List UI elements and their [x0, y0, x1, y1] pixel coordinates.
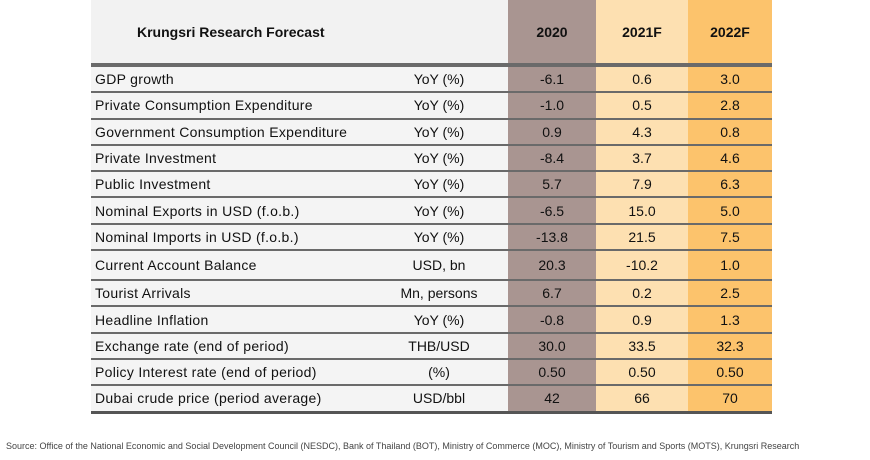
value-2022f: 4.6 [688, 145, 772, 171]
value-2020: 0.50 [508, 359, 596, 385]
table-header: Krungsri Research Forecast 2020 2021F 20… [91, 0, 772, 67]
value-2020: -1.0 [508, 93, 596, 118]
table-title: Krungsri Research Forecast [137, 23, 325, 40]
row-label: Dubai crude price (period average) [95, 390, 322, 407]
value-2021f: 0.6 [596, 67, 688, 92]
row-unit: Mn, persons [400, 285, 478, 302]
value-2021f: -10.2 [596, 251, 688, 280]
row-unit: YoY (%) [413, 202, 465, 219]
value-2022f: 1.3 [688, 307, 772, 332]
value-2022f: 0.50 [688, 359, 772, 385]
table-row: Nominal Imports in USD (f.o.b.) YoY (%) -1… [91, 224, 772, 252]
value-2020: 0.9 [508, 119, 596, 144]
value-2022f: 3.0 [688, 67, 772, 92]
row-label: Headline Inflation [95, 311, 209, 328]
table-row: Current Account Balance USD, bn 20.3 -10.2 1… [91, 251, 772, 282]
table-row: Headline Inflation YoY (%) -0.8 0.9 1.3 [91, 307, 772, 334]
value-2022f: 1.0 [688, 251, 772, 280]
value-2020: 6.7 [508, 281, 596, 306]
source-note: Source: Office of the National Economic … [6, 441, 800, 451]
value-2022f: 0.8 [688, 119, 772, 144]
row-label: Tourist Arrivals [95, 285, 191, 302]
value-2020: -8.4 [508, 145, 596, 171]
year-header-2020: 2020 [508, 0, 596, 63]
table-row: Nominal Exports in USD (f.o.b.) YoY (%) -6… [91, 198, 772, 225]
row-label: Current Account Balance [95, 257, 257, 274]
row-label: Policy Interest rate (end of period) [95, 364, 317, 381]
row-label: Private Investment [95, 150, 217, 167]
row-unit: YoY (%) [413, 176, 465, 193]
row-label: Public Investment [95, 176, 211, 193]
row-label: GDP growth [95, 71, 174, 88]
table-row: Tourist Arrivals Mn, persons 6.7 0.2 2.5 [91, 281, 772, 308]
table-row: Public Investment YoY (%) 5.7 7.9 6.3 [91, 172, 772, 199]
value-2020: 20.3 [508, 251, 596, 280]
table-row: GDP growth YoY (%) -6.1 0.6 3.0 [91, 67, 772, 94]
value-2020: -0.8 [508, 307, 596, 332]
row-unit: YoY (%) [413, 228, 465, 245]
value-2020: 5.7 [508, 172, 596, 197]
row-unit: (%) [428, 364, 450, 381]
table-row: Policy Interest rate (end of period) (%) 0… [91, 359, 772, 387]
value-2022f: 2.5 [688, 281, 772, 306]
year-header-2022f: 2022F [688, 0, 772, 63]
row-unit: USD/bbl [412, 390, 466, 407]
value-2021f: 0.5 [596, 93, 688, 118]
row-unit: YoY (%) [413, 71, 465, 88]
value-2021f: 15.0 [596, 198, 688, 223]
row-unit: THB/USD [408, 337, 470, 354]
value-2022f: 2.8 [688, 93, 772, 118]
row-label: Government Consumption Expenditure [95, 123, 348, 140]
value-2020: -13.8 [508, 224, 596, 250]
value-2022f: 32.3 [688, 333, 772, 358]
value-2020: -6.1 [508, 67, 596, 92]
table-body: GDP growth YoY (%) -6.1 0.6 3.0 Private Consu… [91, 67, 772, 414]
row-label: Exchange rate (end of period) [95, 337, 289, 354]
table-row: Private Consumption Expenditure YoY (%) -1… [91, 93, 772, 120]
value-2021f: 3.7 [596, 145, 688, 171]
value-2021f: 0.2 [596, 281, 688, 306]
unit-header [370, 0, 508, 63]
value-2022f: 6.3 [688, 172, 772, 197]
row-unit: YoY (%) [413, 123, 465, 140]
value-2022f: 7.5 [688, 224, 772, 250]
value-2021f: 21.5 [596, 224, 688, 250]
value-2021f: 0.50 [596, 359, 688, 385]
value-2020: -6.5 [508, 198, 596, 223]
table-row: Private Investment YoY (%) -8.4 3.7 4.6 [91, 145, 772, 173]
table-row: Government Consumption Expenditure YoY (%… [91, 119, 772, 146]
row-unit: YoY (%) [413, 150, 465, 167]
row-label: Nominal Imports in USD (f.o.b.) [95, 228, 299, 245]
row-unit: USD, bn [412, 257, 466, 274]
year-header-2021f: 2021F [596, 0, 688, 63]
value-2021f: 7.9 [596, 172, 688, 197]
value-2022f: 5.0 [688, 198, 772, 223]
row-label: Private Consumption Expenditure [95, 97, 313, 114]
table-row: Exchange rate (end of period) THB/USD 30.0… [91, 333, 772, 360]
value-2021f: 66 [596, 386, 688, 411]
value-2020: 30.0 [508, 333, 596, 358]
row-unit: YoY (%) [413, 97, 465, 114]
value-2020: 42 [508, 386, 596, 411]
forecast-table: Krungsri Research Forecast 2020 2021F 20… [91, 0, 772, 414]
value-2021f: 4.3 [596, 119, 688, 144]
value-2021f: 33.5 [596, 333, 688, 358]
table-row: Dubai crude price (period average) USD/bb… [91, 386, 772, 414]
row-label: Nominal Exports in USD (f.o.b.) [95, 202, 300, 219]
value-2021f: 0.9 [596, 307, 688, 332]
value-2022f: 70 [688, 386, 772, 411]
row-unit: YoY (%) [413, 311, 465, 328]
